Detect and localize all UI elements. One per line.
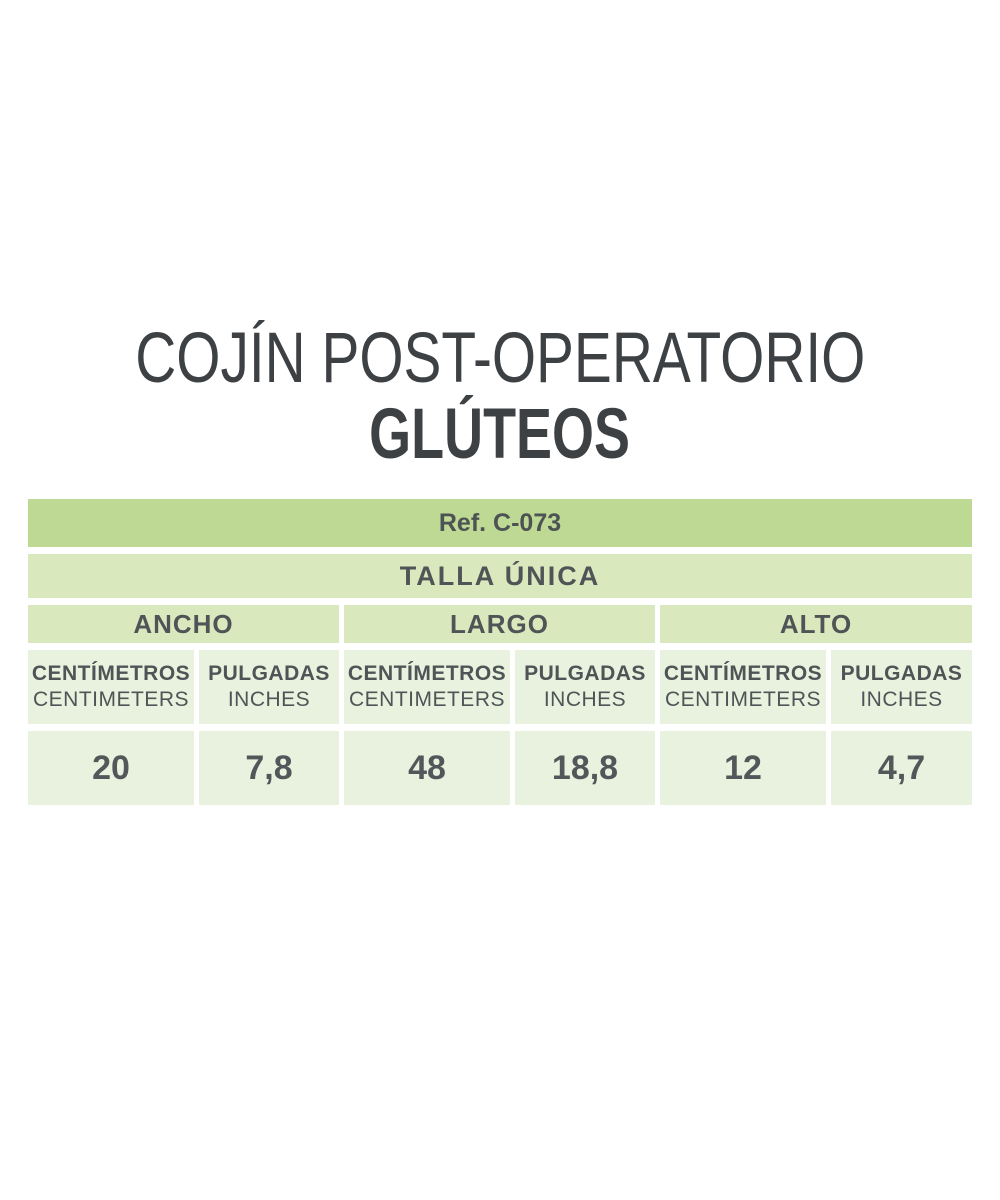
value-largo-in: 18,8 bbox=[515, 731, 655, 805]
product-title-line2-text: GLÚTEOS bbox=[369, 395, 631, 474]
unit-label-en: INCHES bbox=[860, 688, 943, 711]
group-header-largo: LARGO bbox=[344, 605, 655, 643]
group-header-ancho: ANCHO bbox=[28, 605, 339, 643]
unit-header-largo-in: PULGADAS INCHES bbox=[515, 650, 655, 724]
unit-label-en: CENTIMETERS bbox=[664, 688, 821, 711]
product-title-line1-text: COJÍN POST-OPERATORIO bbox=[134, 319, 866, 398]
unit-header-ancho-in: PULGADAS INCHES bbox=[199, 650, 339, 724]
unit-label-es: PULGADAS bbox=[208, 662, 330, 685]
unit-header-largo-cm: CENTÍMETROS CENTIMETERS bbox=[344, 650, 510, 724]
unit-label-es: PULGADAS bbox=[840, 662, 963, 685]
unit-label-es: PULGADAS bbox=[524, 662, 646, 685]
group-header-alto: ALTO bbox=[660, 605, 972, 643]
unit-label-es: CENTÍMETROS bbox=[663, 662, 823, 685]
size-table: Ref. C-073 TALLA ÚNICA ANCHO LARGO ALTO … bbox=[28, 499, 972, 805]
unit-header-alto-cm: CENTÍMETROS CENTIMETERS bbox=[660, 650, 826, 724]
product-title-line1: COJÍN POST-OPERATORIO bbox=[0, 320, 1000, 398]
unit-header-alto-in: PULGADAS INCHES bbox=[831, 650, 972, 724]
product-title-line2: GLÚTEOS bbox=[0, 398, 1000, 472]
size-row: TALLA ÚNICA bbox=[28, 554, 972, 598]
value-largo-cm: 48 bbox=[344, 731, 510, 805]
unit-label-en: CENTIMETERS bbox=[32, 688, 189, 711]
unit-label-es: CENTÍMETROS bbox=[347, 662, 507, 685]
unit-label-en: INCHES bbox=[227, 688, 311, 711]
unit-label-es: CENTÍMETROS bbox=[31, 662, 191, 685]
ref-row: Ref. C-073 bbox=[28, 499, 972, 547]
value-alto-in: 4,7 bbox=[831, 731, 972, 805]
value-alto-cm: 12 bbox=[660, 731, 826, 805]
unit-label-en: CENTIMETERS bbox=[348, 688, 505, 711]
page-title: COJÍN POST-OPERATORIO GLÚTEOS bbox=[0, 320, 1000, 472]
unit-label-en: INCHES bbox=[543, 688, 627, 711]
value-ancho-in: 7,8 bbox=[199, 731, 339, 805]
value-ancho-cm: 20 bbox=[28, 731, 194, 805]
unit-header-ancho-cm: CENTÍMETROS CENTIMETERS bbox=[28, 650, 194, 724]
